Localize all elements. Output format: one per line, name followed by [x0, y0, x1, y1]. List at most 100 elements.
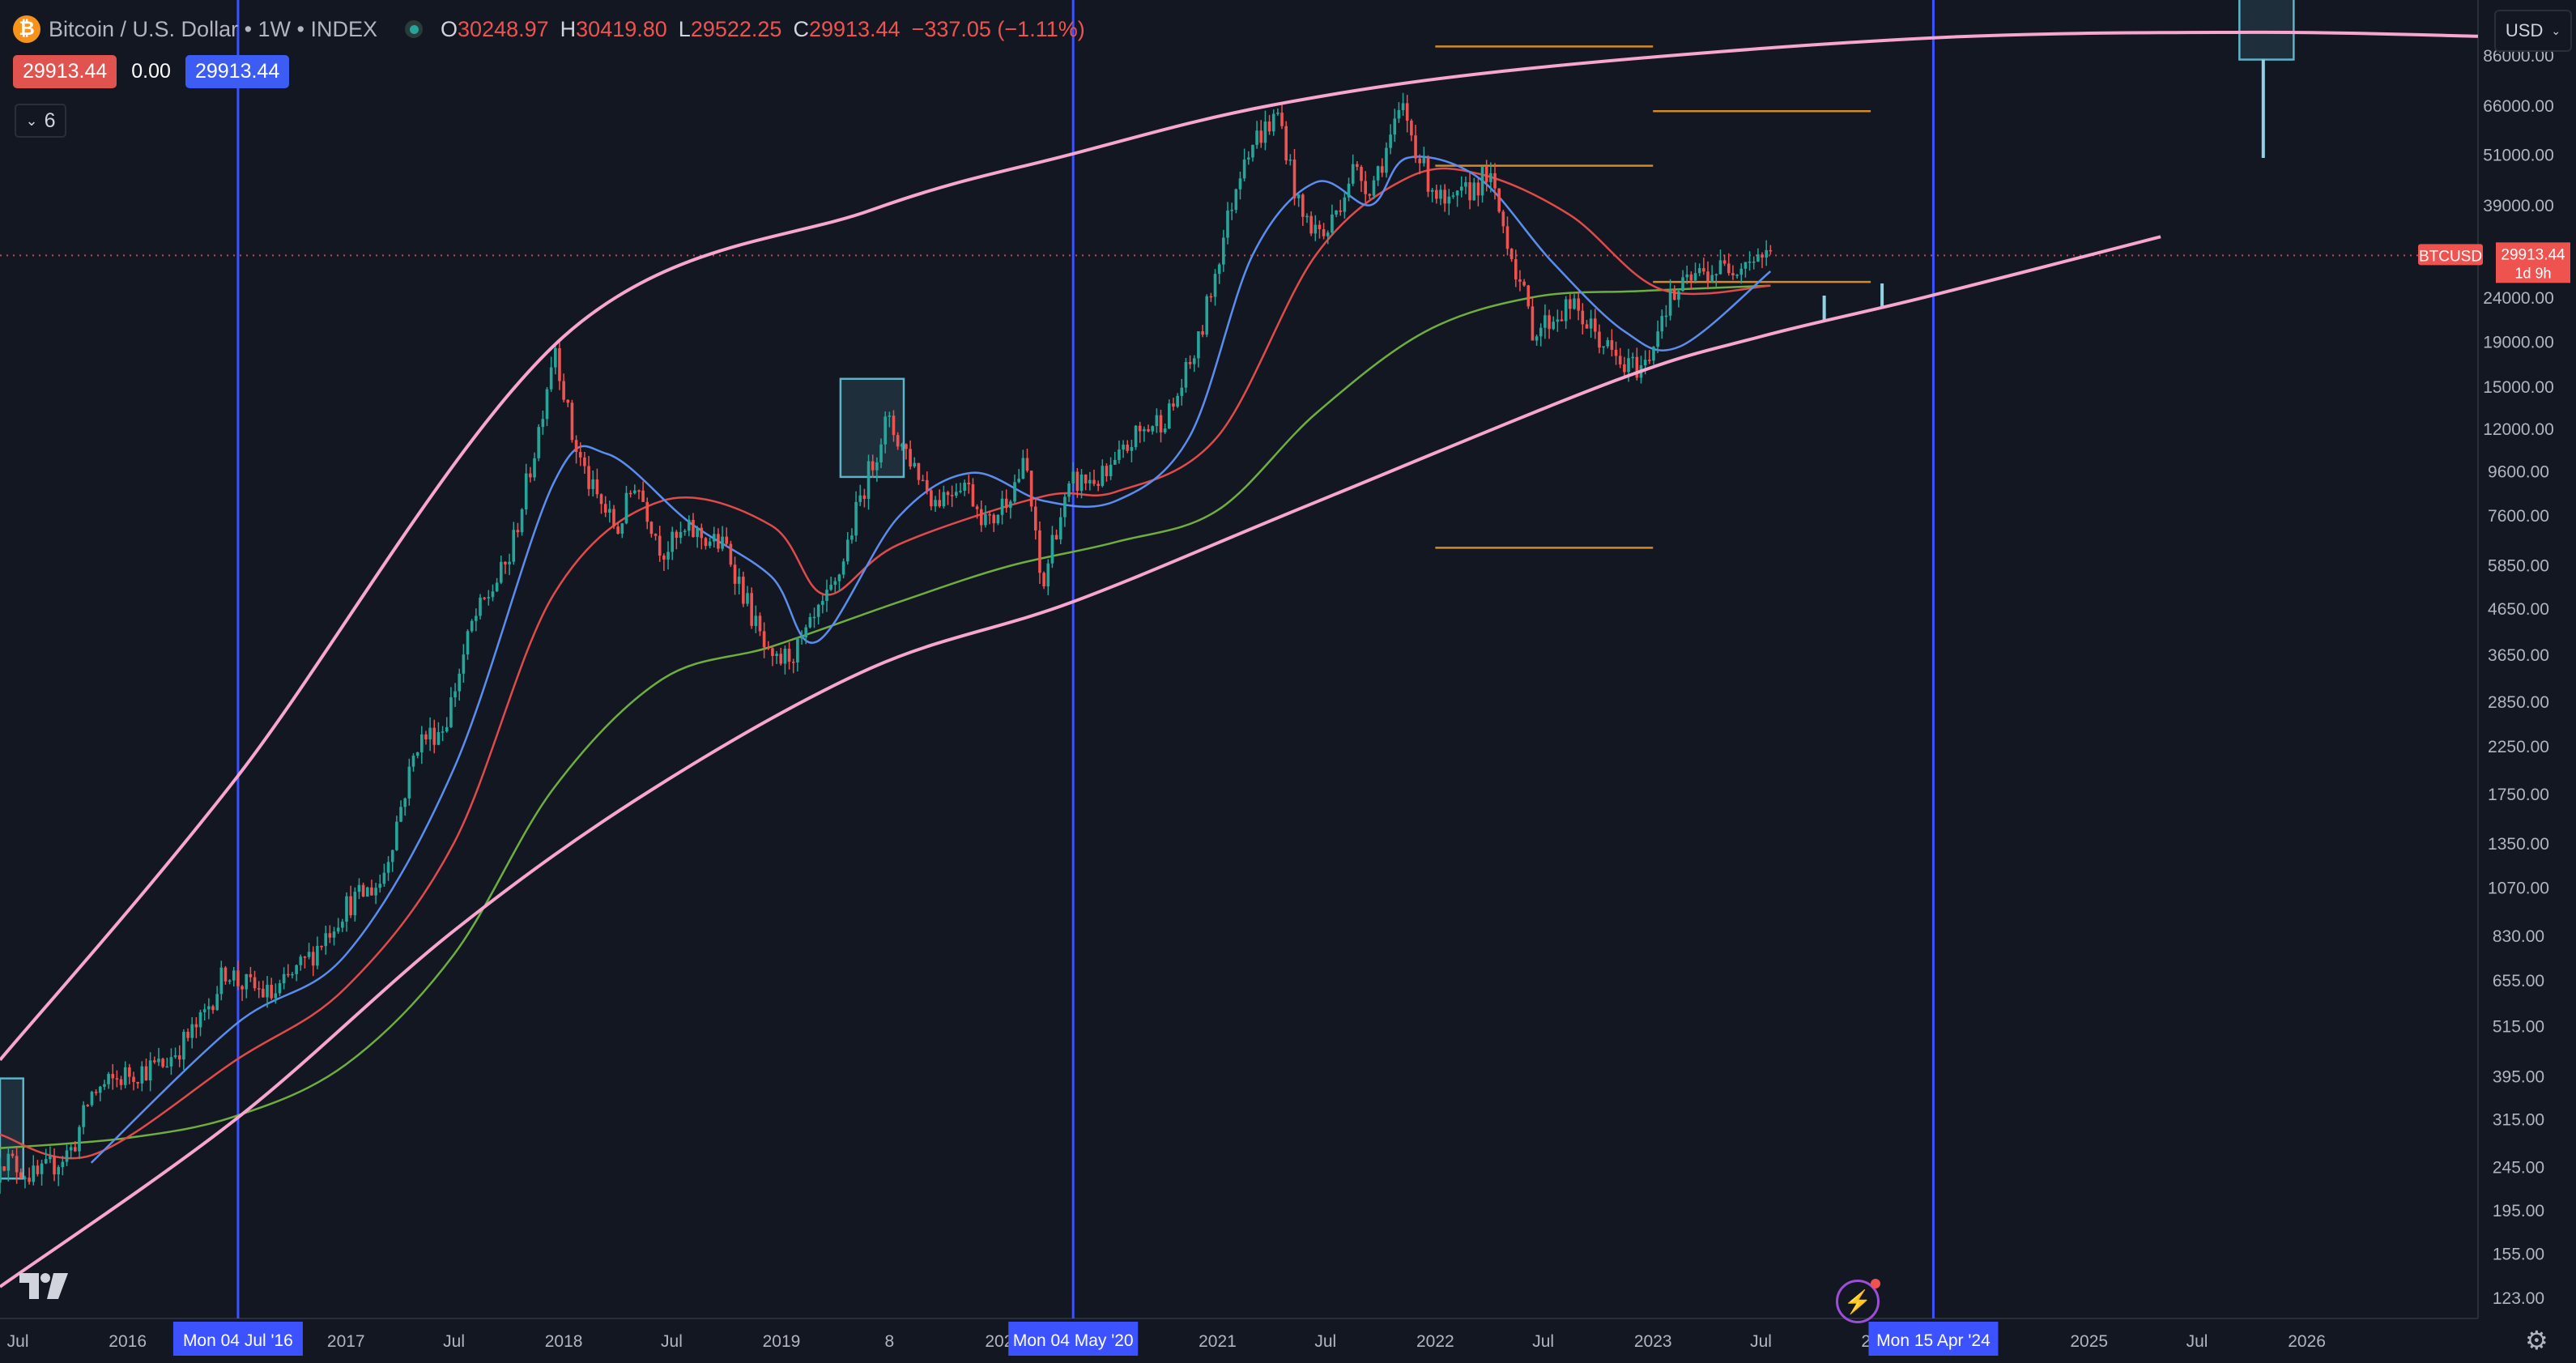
candle-body — [963, 483, 966, 491]
candle-body — [775, 654, 778, 657]
candle-body — [148, 1060, 152, 1081]
candle-body — [1439, 190, 1442, 199]
candle-body — [403, 798, 407, 807]
candle-body — [470, 620, 474, 632]
candle-body — [241, 986, 244, 990]
candle-body — [1138, 425, 1142, 432]
candle-body — [1046, 563, 1050, 587]
candle-body — [984, 513, 987, 526]
candle-body — [1067, 483, 1071, 497]
candle-body — [441, 731, 445, 733]
candle-body — [415, 752, 419, 756]
market-status-icon — [405, 20, 424, 38]
candle-body — [1347, 183, 1351, 198]
candle-body — [1246, 157, 1250, 160]
y-tick-label: 51000.00 — [2483, 146, 2554, 164]
candle-body — [1627, 358, 1630, 373]
candle-body — [570, 403, 574, 441]
x-tick-label: 2025 — [2070, 1332, 2108, 1351]
candle-body — [211, 1006, 215, 1011]
chevron-down-icon: ⌄ — [25, 112, 38, 129]
candle-body — [816, 604, 820, 617]
candle-body — [1606, 340, 1610, 347]
candle-body — [791, 662, 795, 663]
indicators-toggle[interactable]: ⌄ 6 — [15, 104, 66, 138]
candle-body — [905, 444, 908, 449]
candle-body — [1163, 428, 1167, 432]
candle-body — [708, 541, 712, 547]
candle-body — [1130, 447, 1134, 451]
candle-body — [1096, 483, 1100, 486]
ma-fast-line — [90, 155, 1772, 1164]
candle-body — [483, 597, 486, 599]
candle-body — [988, 513, 991, 516]
gear-icon[interactable]: ⚙ — [2525, 1326, 2548, 1355]
candle-body — [365, 887, 369, 897]
candle-body — [182, 1032, 185, 1060]
cycle-marker-label-bg — [1008, 1322, 1139, 1356]
candle-body — [1643, 360, 1647, 365]
chevron-down-icon: ⌄ — [2551, 23, 2561, 37]
currency-selector[interactable]: USD ⌄ — [2494, 10, 2572, 52]
candle-body — [1172, 403, 1175, 407]
candle-body — [245, 973, 249, 990]
candle-body — [1143, 428, 1146, 432]
candle-body — [549, 367, 553, 390]
candle-body — [345, 896, 348, 922]
candle-body — [207, 1006, 211, 1010]
candle-body — [49, 1156, 52, 1160]
sell-button[interactable]: 29913.44 — [13, 55, 117, 88]
candle-body — [307, 952, 311, 957]
y-tick-label: 830.00 — [2493, 927, 2544, 946]
candle-body — [796, 637, 799, 663]
candle-body — [574, 440, 578, 453]
y-tick-label: 123.00 — [2493, 1289, 2544, 1308]
candle-body — [1543, 315, 1547, 328]
x-tick-label: Jul — [661, 1332, 683, 1351]
candle-body — [896, 435, 900, 447]
candle-body — [1459, 186, 1463, 191]
price-tag-bg — [2496, 242, 2570, 283]
candle-body — [587, 466, 590, 489]
candle-body — [23, 1178, 27, 1179]
candle-body — [917, 462, 921, 480]
candle-body — [1380, 166, 1384, 173]
candle-body — [1689, 274, 1693, 281]
candle-body — [1271, 113, 1275, 132]
candle-body — [157, 1058, 160, 1063]
candle-body — [432, 727, 436, 745]
candle-body — [562, 381, 565, 400]
x-tick-label: Jul — [7, 1332, 29, 1351]
candle-body — [1134, 425, 1138, 448]
candle-body — [274, 993, 278, 999]
cycle-marker-label-bg — [172, 1322, 303, 1356]
candle-body — [1230, 210, 1233, 211]
candle-body — [286, 973, 290, 976]
buy-button[interactable]: 29913.44 — [185, 55, 290, 88]
candle-body — [1693, 273, 1697, 281]
candle-body — [742, 577, 745, 604]
candle-body — [479, 597, 482, 616]
candle-body — [278, 983, 282, 994]
y-tick-label: 66000.00 — [2483, 97, 2554, 116]
tradingview-logo-icon[interactable] — [18, 1270, 70, 1302]
candle-body — [1009, 501, 1012, 509]
candle-body — [608, 509, 611, 513]
x-tick-label: 2019 — [763, 1332, 801, 1351]
y-tick-label: 9600.00 — [2488, 462, 2549, 481]
candle-body — [32, 1165, 36, 1182]
candle-body — [879, 444, 883, 462]
candle-body — [800, 637, 803, 639]
candle-body — [324, 933, 328, 947]
lightning-icon[interactable]: ⚡ — [1836, 1279, 1880, 1323]
candle-body — [725, 536, 729, 544]
candle-body — [892, 415, 896, 436]
candle-body — [688, 519, 691, 531]
bitcoin-icon: ₿ — [13, 15, 40, 43]
candle-body — [1569, 299, 1572, 309]
candle-body — [979, 509, 983, 526]
candle-body — [1280, 113, 1284, 126]
candle-body — [1092, 479, 1096, 484]
symbol-title[interactable]: Bitcoin / U.S. Dollar • 1W • INDEX — [49, 16, 378, 41]
